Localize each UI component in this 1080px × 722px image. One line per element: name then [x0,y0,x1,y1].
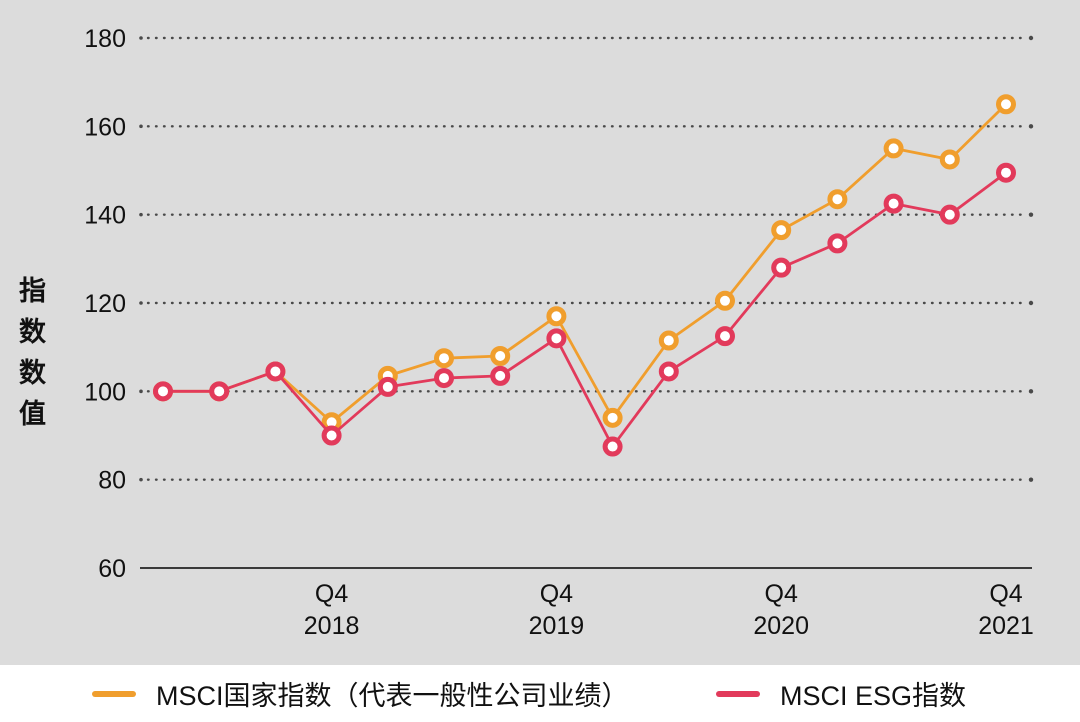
gridline-end-dot [1028,124,1034,129]
y-tick-label: 160 [84,113,126,141]
y-tick-label: 100 [84,378,126,406]
gridline-end-dot [1028,35,1034,41]
data-point [827,189,848,210]
gridline-start-dot [139,389,143,394]
x-tick-label-year: 2020 [753,612,809,640]
gridline-end-dot [1028,389,1034,394]
data-point [996,162,1016,183]
y-tick-label: 140 [84,202,126,230]
data-point [434,368,454,389]
gridline-start-dot [139,477,143,482]
y-tick-label: 80 [98,467,126,495]
legend-label: MSCI ESG指数 [780,681,967,711]
y-tick-label: 60 [98,555,126,583]
legend: MSCI国家指数（代表一般性公司业绩） MSCI ESG指数 [0,665,1080,722]
data-point [715,290,735,311]
data-point [321,425,342,446]
legend-item-msci-esg: MSCI ESG指数 [716,665,966,722]
legend-label: MSCI国家指数（代表一般性公司业绩） [156,681,629,711]
x-tick-label-quarter: Q4 [765,580,798,608]
data-point [490,346,511,366]
chart-panel: 指数数值 180 160 140 120 100 80 60 Q4 2018 Q4 2019 Q4 20… [0,0,1080,665]
gridline-start-dot [139,212,143,217]
data-point [434,348,454,369]
legend-item-msci-country: MSCI国家指数（代表一般性公司业绩） [92,665,629,722]
data-point [265,361,286,382]
data-point [602,436,623,457]
gridline-end-dot [1028,300,1034,306]
data-point [996,94,1016,115]
data-point [602,407,623,428]
gridline-start-dot [139,124,143,129]
data-point [490,365,511,386]
x-tick-label-quarter: Q4 [989,580,1022,608]
data-point [658,330,679,351]
gridline-end-dot [1028,477,1034,482]
data-point [771,220,792,241]
series-line-msci-country [163,103,1007,424]
data-point [546,328,567,349]
data-point [827,233,848,254]
data-point [377,376,398,397]
legend-swatch-pink-line-icon [716,690,760,697]
y-tick-label: 180 [84,25,126,53]
y-tick-label: 120 [84,290,126,318]
data-point [771,257,792,278]
x-tick-label-year: 2019 [529,612,585,640]
x-tick-label-year: 2021 [978,612,1034,640]
y-axis-title: 指数数值 [15,276,45,440]
gridline-start-dot [139,36,143,40]
line-chart: 180 160 140 120 100 80 60 Q4 2018 Q4 2019 Q4 2020 Q4 2… [84,25,1034,640]
data-point [658,361,679,382]
data-point [209,381,230,402]
x-tick-label-quarter: Q4 [315,580,348,608]
data-point [546,306,567,327]
data-point [883,193,904,214]
x-tick-label-quarter: Q4 [540,580,573,608]
series-line-msci-esg [163,171,1007,448]
data-point [939,149,960,170]
x-tick-label-year: 2018 [304,612,360,640]
data-point [153,381,173,402]
data-point [715,326,735,347]
legend-swatch-orange-line-icon [92,690,136,697]
data-point [939,204,960,225]
gridline-end-dot [1028,212,1034,217]
data-point [883,138,904,159]
gridline-start-dot [139,301,143,305]
